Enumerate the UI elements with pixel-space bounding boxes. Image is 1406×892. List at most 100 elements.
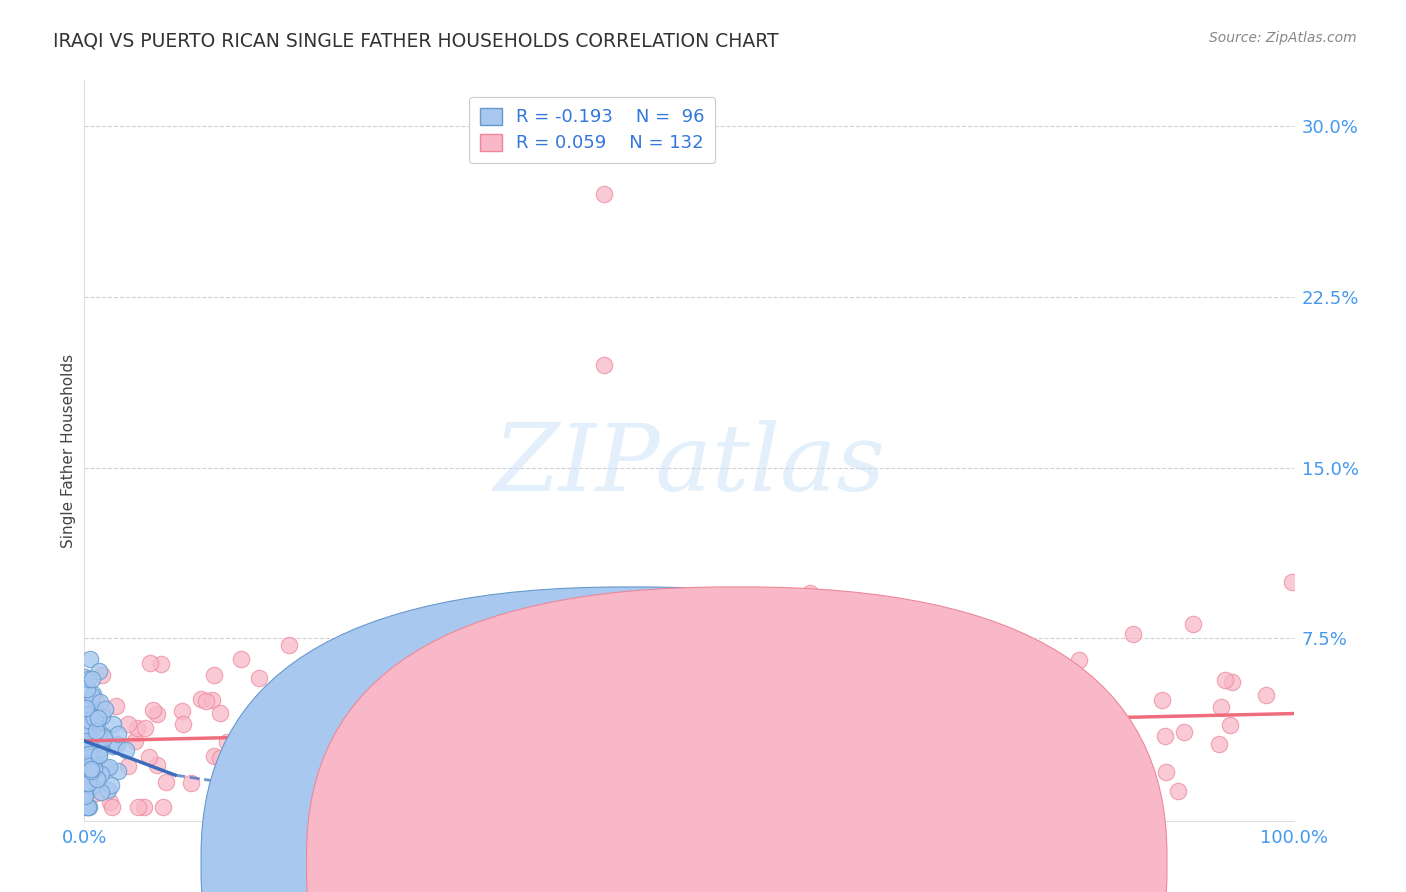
Point bbox=[73, 670, 96, 684]
Point bbox=[277, 638, 299, 652]
Point bbox=[202, 748, 225, 763]
Point bbox=[562, 720, 585, 734]
Point bbox=[90, 785, 112, 799]
Point bbox=[1115, 798, 1137, 813]
Point bbox=[94, 762, 117, 776]
Point bbox=[80, 767, 103, 781]
Point bbox=[1220, 675, 1243, 690]
Point bbox=[1071, 766, 1094, 780]
Point bbox=[75, 741, 97, 756]
Point bbox=[1021, 727, 1043, 741]
Point bbox=[86, 729, 108, 743]
Point bbox=[593, 358, 616, 372]
Point bbox=[766, 713, 789, 727]
Point bbox=[127, 800, 149, 814]
Point bbox=[404, 652, 426, 666]
Point bbox=[75, 726, 97, 740]
Point bbox=[1005, 778, 1028, 792]
Point bbox=[75, 727, 97, 741]
Point bbox=[73, 735, 96, 749]
Point bbox=[87, 711, 110, 725]
Point bbox=[76, 783, 98, 797]
Point bbox=[89, 742, 111, 756]
Point bbox=[650, 741, 672, 756]
Point bbox=[1254, 688, 1277, 702]
Point bbox=[117, 759, 139, 773]
Point bbox=[810, 756, 832, 770]
Point bbox=[86, 772, 108, 786]
Point bbox=[585, 692, 607, 706]
Point bbox=[117, 717, 139, 731]
Point bbox=[194, 694, 217, 708]
Point bbox=[94, 702, 117, 716]
Point bbox=[963, 702, 986, 716]
Point bbox=[172, 717, 194, 731]
Point bbox=[124, 733, 146, 747]
Point bbox=[209, 751, 232, 765]
Point bbox=[90, 668, 112, 682]
Point bbox=[77, 713, 100, 727]
Point bbox=[89, 740, 111, 755]
Point bbox=[208, 706, 231, 721]
Text: Iraqis: Iraqis bbox=[640, 855, 696, 872]
Point bbox=[1182, 616, 1205, 631]
Point bbox=[621, 690, 644, 705]
Point bbox=[387, 690, 409, 705]
Point bbox=[105, 738, 128, 752]
Point bbox=[1069, 653, 1091, 667]
Point bbox=[1122, 766, 1144, 780]
Point bbox=[105, 698, 128, 713]
Point bbox=[77, 767, 100, 781]
Point bbox=[127, 721, 149, 735]
Point bbox=[709, 705, 731, 719]
Point bbox=[83, 735, 105, 749]
Point bbox=[422, 702, 444, 716]
Point bbox=[146, 758, 169, 772]
Point bbox=[77, 719, 100, 733]
Point bbox=[921, 784, 943, 798]
Point bbox=[1219, 718, 1241, 732]
Point bbox=[517, 709, 540, 723]
Point bbox=[75, 735, 97, 749]
Point bbox=[612, 800, 634, 814]
Point bbox=[98, 760, 121, 774]
Point bbox=[76, 732, 98, 747]
Point bbox=[73, 762, 96, 776]
Point bbox=[84, 721, 107, 735]
Point bbox=[172, 704, 194, 718]
Point bbox=[115, 743, 138, 757]
Point bbox=[79, 764, 101, 779]
Point bbox=[1213, 673, 1236, 687]
Point bbox=[1154, 764, 1177, 779]
Point bbox=[374, 738, 396, 752]
Point bbox=[80, 689, 103, 703]
Point bbox=[73, 718, 96, 732]
Point bbox=[82, 672, 104, 686]
Point bbox=[955, 773, 977, 788]
Point bbox=[75, 789, 97, 804]
Point bbox=[145, 707, 167, 722]
Text: ZIPatlas: ZIPatlas bbox=[494, 420, 884, 510]
Point bbox=[155, 774, 177, 789]
Point bbox=[76, 707, 98, 722]
Point bbox=[1209, 700, 1232, 714]
Point bbox=[82, 743, 104, 757]
Point bbox=[451, 760, 474, 774]
Point bbox=[77, 776, 100, 790]
Point bbox=[267, 779, 290, 793]
Point bbox=[142, 702, 165, 716]
Point bbox=[1109, 745, 1132, 759]
Point bbox=[501, 800, 523, 814]
Point bbox=[76, 708, 98, 723]
Point bbox=[240, 734, 263, 748]
Point bbox=[134, 721, 156, 735]
Point bbox=[150, 657, 173, 671]
Point bbox=[408, 711, 430, 725]
Point bbox=[86, 786, 108, 800]
Point bbox=[413, 761, 436, 775]
Point bbox=[387, 780, 409, 794]
Point bbox=[1150, 692, 1173, 706]
Point bbox=[900, 683, 922, 698]
Point bbox=[152, 800, 174, 814]
Text: Source: ZipAtlas.com: Source: ZipAtlas.com bbox=[1209, 31, 1357, 45]
